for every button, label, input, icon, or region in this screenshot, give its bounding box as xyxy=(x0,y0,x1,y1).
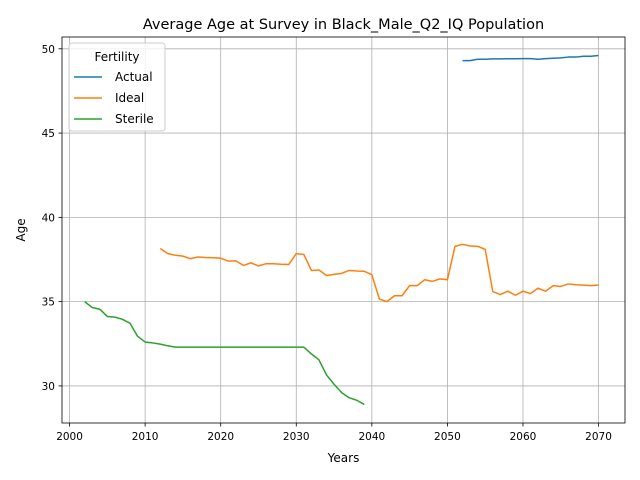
x-tick-label: 2070 xyxy=(585,431,612,443)
x-tick-label: 2050 xyxy=(434,431,461,443)
y-tick-label: 30 xyxy=(42,381,55,393)
y-tick-label: 35 xyxy=(42,297,55,309)
y-tick-label: 45 xyxy=(42,128,55,140)
x-tick-label: 2060 xyxy=(510,431,537,443)
x-tick-label: 2020 xyxy=(207,431,234,443)
legend: Fertility Actual Ideal Sterile xyxy=(68,42,166,132)
legend-label-sterile: Sterile xyxy=(115,112,154,126)
legend-title: Fertility xyxy=(94,50,139,64)
legend-label-actual: Actual xyxy=(115,70,153,84)
legend-label-ideal: Ideal xyxy=(115,91,144,105)
chart-title: Average Age at Survey in Black_Male_Q2_I… xyxy=(143,17,544,33)
series-line-sterile xyxy=(84,301,365,406)
y-tick-label: 50 xyxy=(42,44,55,56)
y-tick-label: 40 xyxy=(42,212,55,224)
x-tick-label: 2000 xyxy=(56,431,83,443)
x-tick-label: 2040 xyxy=(358,431,385,443)
series-layer xyxy=(84,54,599,406)
x-axis-label: Years xyxy=(327,451,360,465)
legend-items: Actual Ideal Sterile xyxy=(74,70,154,126)
x-tick-label: 2030 xyxy=(283,431,310,443)
series-line-actual xyxy=(462,54,599,62)
x-tick-label: 2010 xyxy=(132,431,159,443)
x-axis-ticks: 2000 2010 2020 2030 2040 2050 2060 2070 xyxy=(56,423,612,443)
y-axis-label: Age xyxy=(14,218,28,241)
y-axis-ticks: 30 35 40 45 50 xyxy=(42,44,62,393)
plot-frame xyxy=(61,36,626,424)
legend-box xyxy=(68,42,166,132)
series-line-ideal xyxy=(159,243,599,303)
